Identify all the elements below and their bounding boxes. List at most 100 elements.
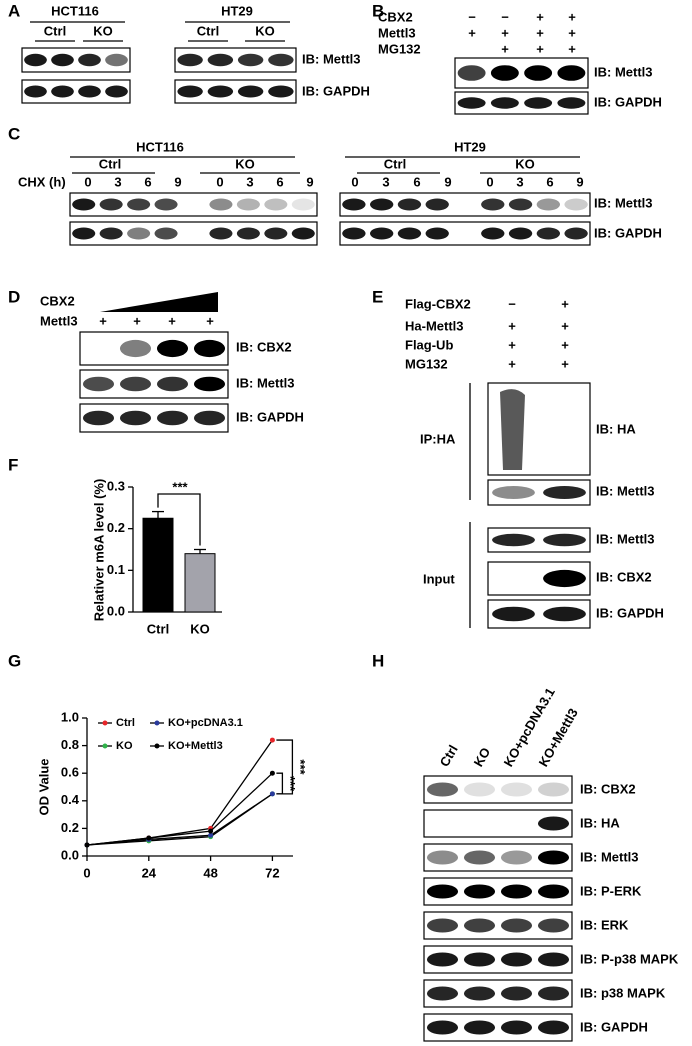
time-point: 6 — [144, 174, 151, 189]
blot-label: IB: Mettl3 — [596, 483, 655, 498]
band — [481, 227, 505, 240]
band — [156, 376, 189, 392]
band — [237, 85, 264, 98]
band — [127, 227, 151, 240]
time-point: 6 — [546, 174, 553, 189]
sign: + — [536, 9, 544, 24]
time-point: 0 — [486, 174, 493, 189]
band — [72, 227, 96, 240]
band — [500, 952, 533, 967]
band — [78, 53, 101, 67]
series-line — [86, 739, 273, 846]
blot-label: IB: Mettl3 — [594, 195, 653, 210]
band — [51, 53, 74, 67]
band — [291, 227, 315, 240]
band — [537, 782, 570, 797]
band — [536, 227, 560, 240]
sign: + — [561, 318, 569, 333]
band — [425, 227, 449, 240]
sign: − — [501, 9, 509, 24]
group-label: Ctrl — [384, 156, 406, 171]
band — [536, 198, 560, 211]
band — [207, 85, 234, 98]
band — [154, 198, 178, 211]
time-point: 3 — [516, 174, 523, 189]
sign: + — [99, 313, 107, 328]
legend-marker — [154, 743, 160, 749]
band — [564, 227, 588, 240]
time-point: 3 — [114, 174, 121, 189]
column-label: KO — [471, 745, 494, 769]
band — [397, 227, 422, 240]
band — [236, 227, 260, 240]
y-tick-label: 0.4 — [61, 792, 80, 807]
band — [51, 85, 74, 98]
band — [463, 782, 496, 797]
significance-bracket — [157, 493, 201, 546]
time-point: 0 — [84, 174, 91, 189]
band — [193, 339, 226, 358]
band — [557, 65, 586, 81]
blot-label: IB: GAPDH — [594, 225, 662, 240]
blot-frame — [487, 479, 591, 506]
band — [524, 97, 553, 109]
y-tick-label: 0.2 — [107, 520, 125, 535]
band — [537, 884, 570, 899]
x-tick-label: Ctrl — [147, 621, 169, 636]
time-point: 3 — [246, 174, 253, 189]
point — [269, 770, 275, 776]
group-label: KO — [235, 156, 255, 171]
band — [426, 986, 459, 1001]
row-label: Flag-Ub — [405, 337, 453, 352]
row-label: Mettl3 — [40, 313, 78, 328]
sign: + — [536, 41, 544, 56]
band — [463, 884, 496, 899]
band — [537, 952, 570, 967]
band — [426, 1020, 459, 1035]
band — [500, 850, 533, 865]
group-label: Ctrl — [99, 156, 121, 171]
band — [105, 53, 128, 67]
band — [537, 816, 570, 831]
band — [463, 850, 496, 865]
y-tick-label: 0.8 — [61, 737, 79, 752]
band — [481, 198, 505, 211]
band — [342, 227, 366, 240]
band — [537, 850, 570, 865]
blot-frame — [339, 221, 591, 246]
y-tick-label: 0.6 — [61, 765, 79, 780]
blot-label: IB: CBX2 — [236, 339, 292, 354]
time-point: 0 — [216, 174, 223, 189]
band — [78, 85, 101, 98]
blot-label: IB: GAPDH — [580, 1019, 648, 1034]
smear — [500, 389, 525, 470]
x-tick-label: 72 — [265, 865, 279, 880]
section-label: IP:HA — [420, 431, 456, 446]
band — [370, 198, 394, 211]
band — [209, 198, 233, 211]
band — [127, 198, 151, 211]
band — [24, 85, 47, 98]
band — [268, 53, 294, 67]
band — [492, 606, 535, 622]
band — [193, 410, 226, 426]
blot-label: IB: Mettl3 — [580, 849, 639, 864]
time-point: 9 — [576, 174, 583, 189]
band — [99, 198, 123, 211]
band — [156, 410, 189, 426]
band — [537, 1020, 570, 1035]
blot-frame — [454, 91, 589, 115]
point — [269, 791, 275, 797]
blot-label: IB: HA — [580, 815, 620, 830]
gradient-wedge — [100, 292, 218, 312]
bar — [142, 517, 174, 613]
sign: − — [508, 296, 516, 311]
legend-marker — [102, 720, 108, 726]
row-label: Mettl3 — [378, 25, 416, 40]
panel-label: E — [372, 287, 383, 306]
time-point: 6 — [413, 174, 420, 189]
time-label: CHX (h) — [18, 174, 66, 189]
band — [543, 486, 586, 499]
band — [99, 227, 123, 240]
band — [156, 339, 189, 358]
